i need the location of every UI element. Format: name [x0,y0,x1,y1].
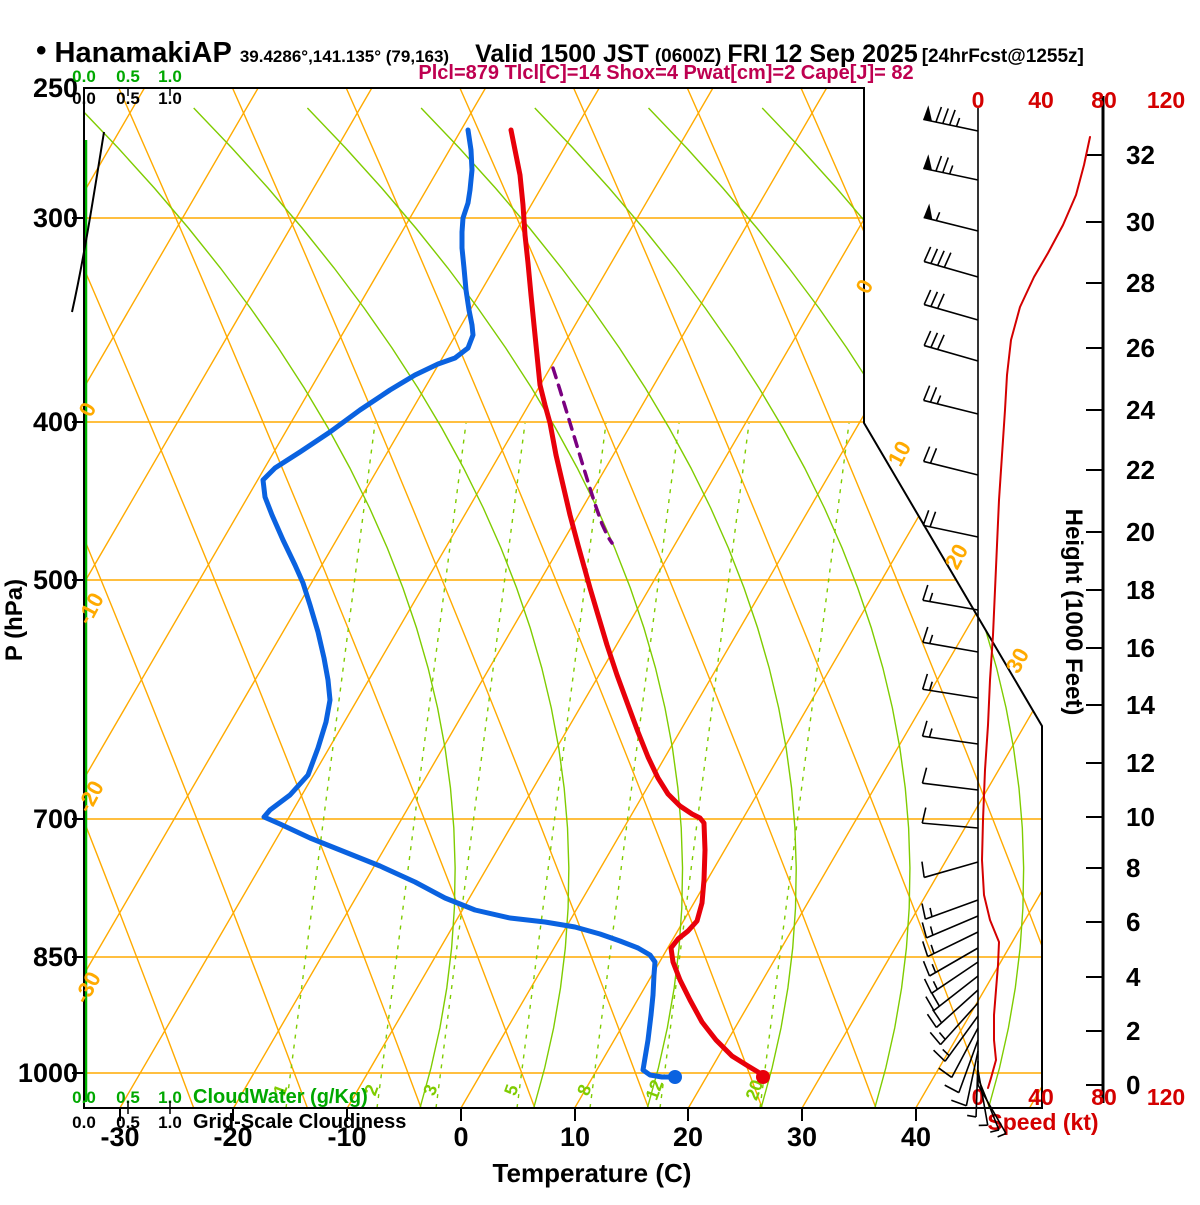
height-tick-label: 32 [1126,140,1155,170]
wind-barb [922,916,978,938]
parcel-path [553,368,612,543]
station-name: HanamakiAP [55,37,232,69]
wind-barb [924,247,978,277]
pressure-tick-label: 400 [33,407,78,437]
wind-barb [924,290,978,320]
height-tick-label: 12 [1126,748,1155,778]
wind-barb [923,627,978,652]
wind-barb [926,976,978,1010]
isotherm-lines [0,88,1200,1108]
height-tick-label: 10 [1126,802,1155,832]
mixing-ratio-label: 5 [500,1082,522,1098]
height-tick-label: 2 [1126,1016,1140,1046]
wind-barb [923,154,978,180]
isotherm-label: 30 [1001,644,1035,677]
wind-barb [922,862,978,878]
isotherm-label: 20 [940,540,974,573]
height-tick-label: 18 [1126,575,1155,605]
cloudiness-scale-top-tick: 0.0 [72,89,96,108]
wind-barb [923,674,978,698]
height-tick-label: 24 [1126,395,1155,425]
height-tick-label: 28 [1126,268,1155,298]
height-tick-label: 20 [1126,517,1155,547]
temperature-profile [511,130,763,1077]
pressure-tick-label: 300 [33,203,78,233]
wind-barb [923,105,978,131]
temperature-tick-label: 10 [560,1122,590,1152]
wind-barb [924,204,978,231]
speed-tick-label-top: 120 [1147,87,1185,113]
height-tick-label: 4 [1126,962,1141,992]
station-bullet-icon: • [36,34,47,67]
height-tick-label: 8 [1126,853,1140,883]
surface-temperature-dot [756,1070,770,1084]
height-tick-label: 26 [1126,333,1155,363]
temperature-tick-label: 30 [787,1122,817,1152]
pressure-tick-label: 700 [33,804,78,834]
wind-barb [922,768,978,790]
cloudiness-scale-bottom-tick: 0.5 [116,1113,140,1132]
height-tick-label: 16 [1126,633,1155,663]
speed-tick-label-bottom: 80 [1091,1084,1117,1110]
temperature-axis-title: Temperature (C) [493,1158,692,1188]
surface-dewpoint-dot [668,1070,682,1084]
mixing-ratio-label: 3 [419,1082,441,1098]
wind-barb [924,447,978,475]
wind-barb [924,386,978,414]
height-tick-label: 14 [1126,690,1155,720]
forecast-tag: [24hrFcst@1255z] [922,46,1084,67]
wind-barb [922,900,978,919]
mixing-ratio-lines [286,423,849,1108]
wind-barb [924,948,978,976]
speed-tick-label-top: 40 [1028,87,1054,113]
temperature-tick-label: 20 [673,1122,703,1152]
temperature-tick-label: 0 [453,1122,468,1152]
height-tick-label: 30 [1126,207,1155,237]
wind-barb [930,1003,978,1045]
wind-barb [922,808,978,828]
dry-adiabat-lines [0,88,1200,1108]
cloudiness-scale-bottom-tick: 0.0 [72,1113,96,1132]
temperature-tick-label: 40 [901,1122,931,1152]
wind-barb [923,721,978,744]
height-tick-label: 22 [1126,455,1155,485]
moist-adiabat-lines [80,108,1200,1108]
mixing-ratio-label: 8 [573,1082,595,1098]
pressure-tick-label: 850 [33,942,78,972]
cloudiness-legend-label: Grid-Scale Cloudiness [193,1111,406,1133]
height-axis-title: Height (1000 Feet) [1060,509,1087,716]
cloudwater-scale-bottom-tick: 0.0 [72,1088,96,1107]
speed-tick-label-bottom: 40 [1028,1084,1054,1110]
cloudwater-legend-label: CloudWater (g/Kg) [193,1086,368,1108]
height-tick-label: 6 [1126,907,1140,937]
speed-tick-label-bottom: 120 [1147,1084,1185,1110]
isotherm-label: -30 [69,968,106,1008]
speed-tick-label-top: 80 [1091,87,1117,113]
wind-barb [923,510,978,537]
pressure-tick-label: 1000 [18,1058,78,1088]
wind-barb [923,585,978,610]
cloudiness-scale-bottom-tick: 1.0 [158,1113,182,1132]
height-tick-label: 0 [1126,1070,1140,1100]
pressure-axis-title: P (hPa) [1,579,28,661]
background-grid [0,88,1200,1108]
wind-barb [924,331,978,361]
pressure-tick-label: 500 [33,565,78,595]
stability-indices: Plcl=879 Tlcl[C]=14 Shox=4 Pwat[cm]=2 Ca… [418,62,913,85]
